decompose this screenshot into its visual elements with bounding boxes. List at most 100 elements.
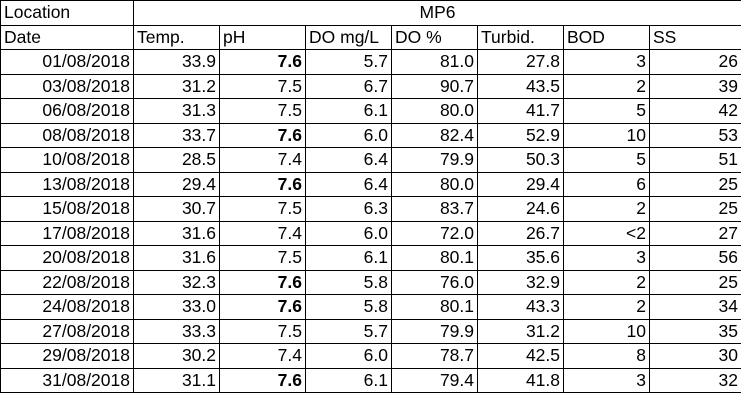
column-header-row: Date Temp. pH DO mg/L DO % Turbid. BOD S… — [0, 24, 741, 50]
bod-cell: 3 — [563, 367, 650, 393]
do-pct-cell: 80.0 — [391, 171, 478, 197]
table-row: 17/08/2018 31.6 7.4 6.0 72.0 26.7 <2 27 — [0, 220, 741, 246]
water-quality-table: Location MP6 Date Temp. pH DO mg/L DO % … — [0, 0, 741, 393]
do-mgl-cell: 5.7 — [305, 318, 392, 344]
temp-cell: 31.6 — [133, 245, 220, 271]
ss-cell: 39 — [649, 73, 741, 99]
ss-cell: 25 — [649, 171, 741, 197]
turbidity-cell: 52.9 — [477, 122, 564, 148]
temp-cell: 31.6 — [133, 220, 220, 246]
do-mgl-cell: 6.0 — [305, 343, 392, 369]
date-cell: 27/08/2018 — [0, 318, 134, 344]
ss-cell: 53 — [649, 122, 741, 148]
temp-cell: 29.4 — [133, 171, 220, 197]
temp-cell: 31.3 — [133, 98, 220, 124]
bod-cell: 6 — [563, 171, 650, 197]
temp-cell: 33.9 — [133, 49, 220, 75]
date-cell: 06/08/2018 — [0, 98, 134, 124]
date-cell: 22/08/2018 — [0, 269, 134, 295]
date-cell: 20/08/2018 — [0, 245, 134, 271]
do-pct-cell: 72.0 — [391, 220, 478, 246]
date-cell: 15/08/2018 — [0, 196, 134, 222]
ss-cell: 25 — [649, 196, 741, 222]
column-header-temp: Temp. — [133, 24, 220, 50]
ss-cell: 26 — [649, 49, 741, 75]
bod-cell: 2 — [563, 269, 650, 295]
do-pct-cell: 78.7 — [391, 343, 478, 369]
table-row: 24/08/2018 33.0 7.6 5.8 80.1 43.3 2 34 — [0, 294, 741, 320]
location-row: Location MP6 — [0, 0, 741, 26]
temp-cell: 30.7 — [133, 196, 220, 222]
table-body: Location MP6 Date Temp. pH DO mg/L DO % … — [0, 0, 741, 393]
do-mgl-cell: 5.8 — [305, 269, 392, 295]
turbidity-cell: 24.6 — [477, 196, 564, 222]
table-row: 27/08/2018 33.3 7.5 5.7 79.9 31.2 10 35 — [0, 318, 741, 344]
temp-cell: 33.3 — [133, 318, 220, 344]
ph-cell: 7.5 — [219, 73, 306, 99]
do-mgl-cell: 5.7 — [305, 49, 392, 75]
bod-cell: <2 — [563, 220, 650, 246]
ss-cell: 27 — [649, 220, 741, 246]
turbidity-cell: 41.8 — [477, 367, 564, 393]
turbidity-cell: 50.3 — [477, 147, 564, 173]
do-pct-cell: 81.0 — [391, 49, 478, 75]
column-header-ss: SS — [649, 24, 741, 50]
ss-cell: 56 — [649, 245, 741, 271]
table-row: 15/08/2018 30.7 7.5 6.3 83.7 24.6 2 25 — [0, 196, 741, 222]
table-row: 22/08/2018 32.3 7.6 5.8 76.0 32.9 2 25 — [0, 269, 741, 295]
turbidity-cell: 42.5 — [477, 343, 564, 369]
table-row: 13/08/2018 29.4 7.6 6.4 80.0 29.4 6 25 — [0, 171, 741, 197]
ss-cell: 30 — [649, 343, 741, 369]
table-row: 08/08/2018 33.7 7.6 6.0 82.4 52.9 10 53 — [0, 122, 741, 148]
temp-cell: 28.5 — [133, 147, 220, 173]
table-row: 01/08/2018 33.9 7.6 5.7 81.0 27.8 3 26 — [0, 49, 741, 75]
temp-cell: 31.1 — [133, 367, 220, 393]
date-cell: 13/08/2018 — [0, 171, 134, 197]
do-pct-cell: 79.9 — [391, 147, 478, 173]
table-row: 06/08/2018 31.3 7.5 6.1 80.0 41.7 5 42 — [0, 98, 741, 124]
do-pct-cell: 76.0 — [391, 269, 478, 295]
ph-cell: 7.4 — [219, 343, 306, 369]
date-cell: 31/08/2018 — [0, 367, 134, 393]
do-mgl-cell: 6.3 — [305, 196, 392, 222]
do-pct-cell: 90.7 — [391, 73, 478, 99]
table-row: 31/08/2018 31.1 7.6 6.1 79.4 41.8 3 32 — [0, 367, 741, 393]
do-mgl-cell: 5.8 — [305, 294, 392, 320]
bod-cell: 10 — [563, 122, 650, 148]
date-cell: 10/08/2018 — [0, 147, 134, 173]
do-mgl-cell: 6.4 — [305, 171, 392, 197]
do-pct-cell: 83.7 — [391, 196, 478, 222]
do-pct-cell: 79.9 — [391, 318, 478, 344]
date-cell: 01/08/2018 — [0, 49, 134, 75]
table-row: 20/08/2018 31.6 7.5 6.1 80.1 35.6 3 56 — [0, 245, 741, 271]
temp-cell: 32.3 — [133, 269, 220, 295]
ph-cell: 7.5 — [219, 318, 306, 344]
do-mgl-cell: 6.1 — [305, 245, 392, 271]
bod-cell: 3 — [563, 245, 650, 271]
column-header-ph: pH — [219, 24, 306, 50]
do-mgl-cell: 6.7 — [305, 73, 392, 99]
table-row: 29/08/2018 30.2 7.4 6.0 78.7 42.5 8 30 — [0, 343, 741, 369]
temp-cell: 31.2 — [133, 73, 220, 99]
table-row: 03/08/2018 31.2 7.5 6.7 90.7 43.5 2 39 — [0, 73, 741, 99]
turbidity-cell: 43.5 — [477, 73, 564, 99]
temp-cell: 33.7 — [133, 122, 220, 148]
do-mgl-cell: 6.4 — [305, 147, 392, 173]
ph-cell: 7.5 — [219, 98, 306, 124]
turbidity-cell: 35.6 — [477, 245, 564, 271]
do-mgl-cell: 6.1 — [305, 98, 392, 124]
bod-cell: 5 — [563, 98, 650, 124]
ph-cell: 7.4 — [219, 147, 306, 173]
turbidity-cell: 43.3 — [477, 294, 564, 320]
column-header-turbidity: Turbid. — [477, 24, 564, 50]
do-pct-cell: 80.1 — [391, 294, 478, 320]
turbidity-cell: 32.9 — [477, 269, 564, 295]
column-header-do-mgl: DO mg/L — [305, 24, 392, 50]
ph-cell: 7.6 — [219, 367, 306, 393]
location-label: Location — [0, 0, 134, 26]
date-cell: 29/08/2018 — [0, 343, 134, 369]
bod-cell: 2 — [563, 294, 650, 320]
ph-cell: 7.5 — [219, 245, 306, 271]
column-header-do-pct: DO % — [391, 24, 478, 50]
ph-cell: 7.4 — [219, 220, 306, 246]
